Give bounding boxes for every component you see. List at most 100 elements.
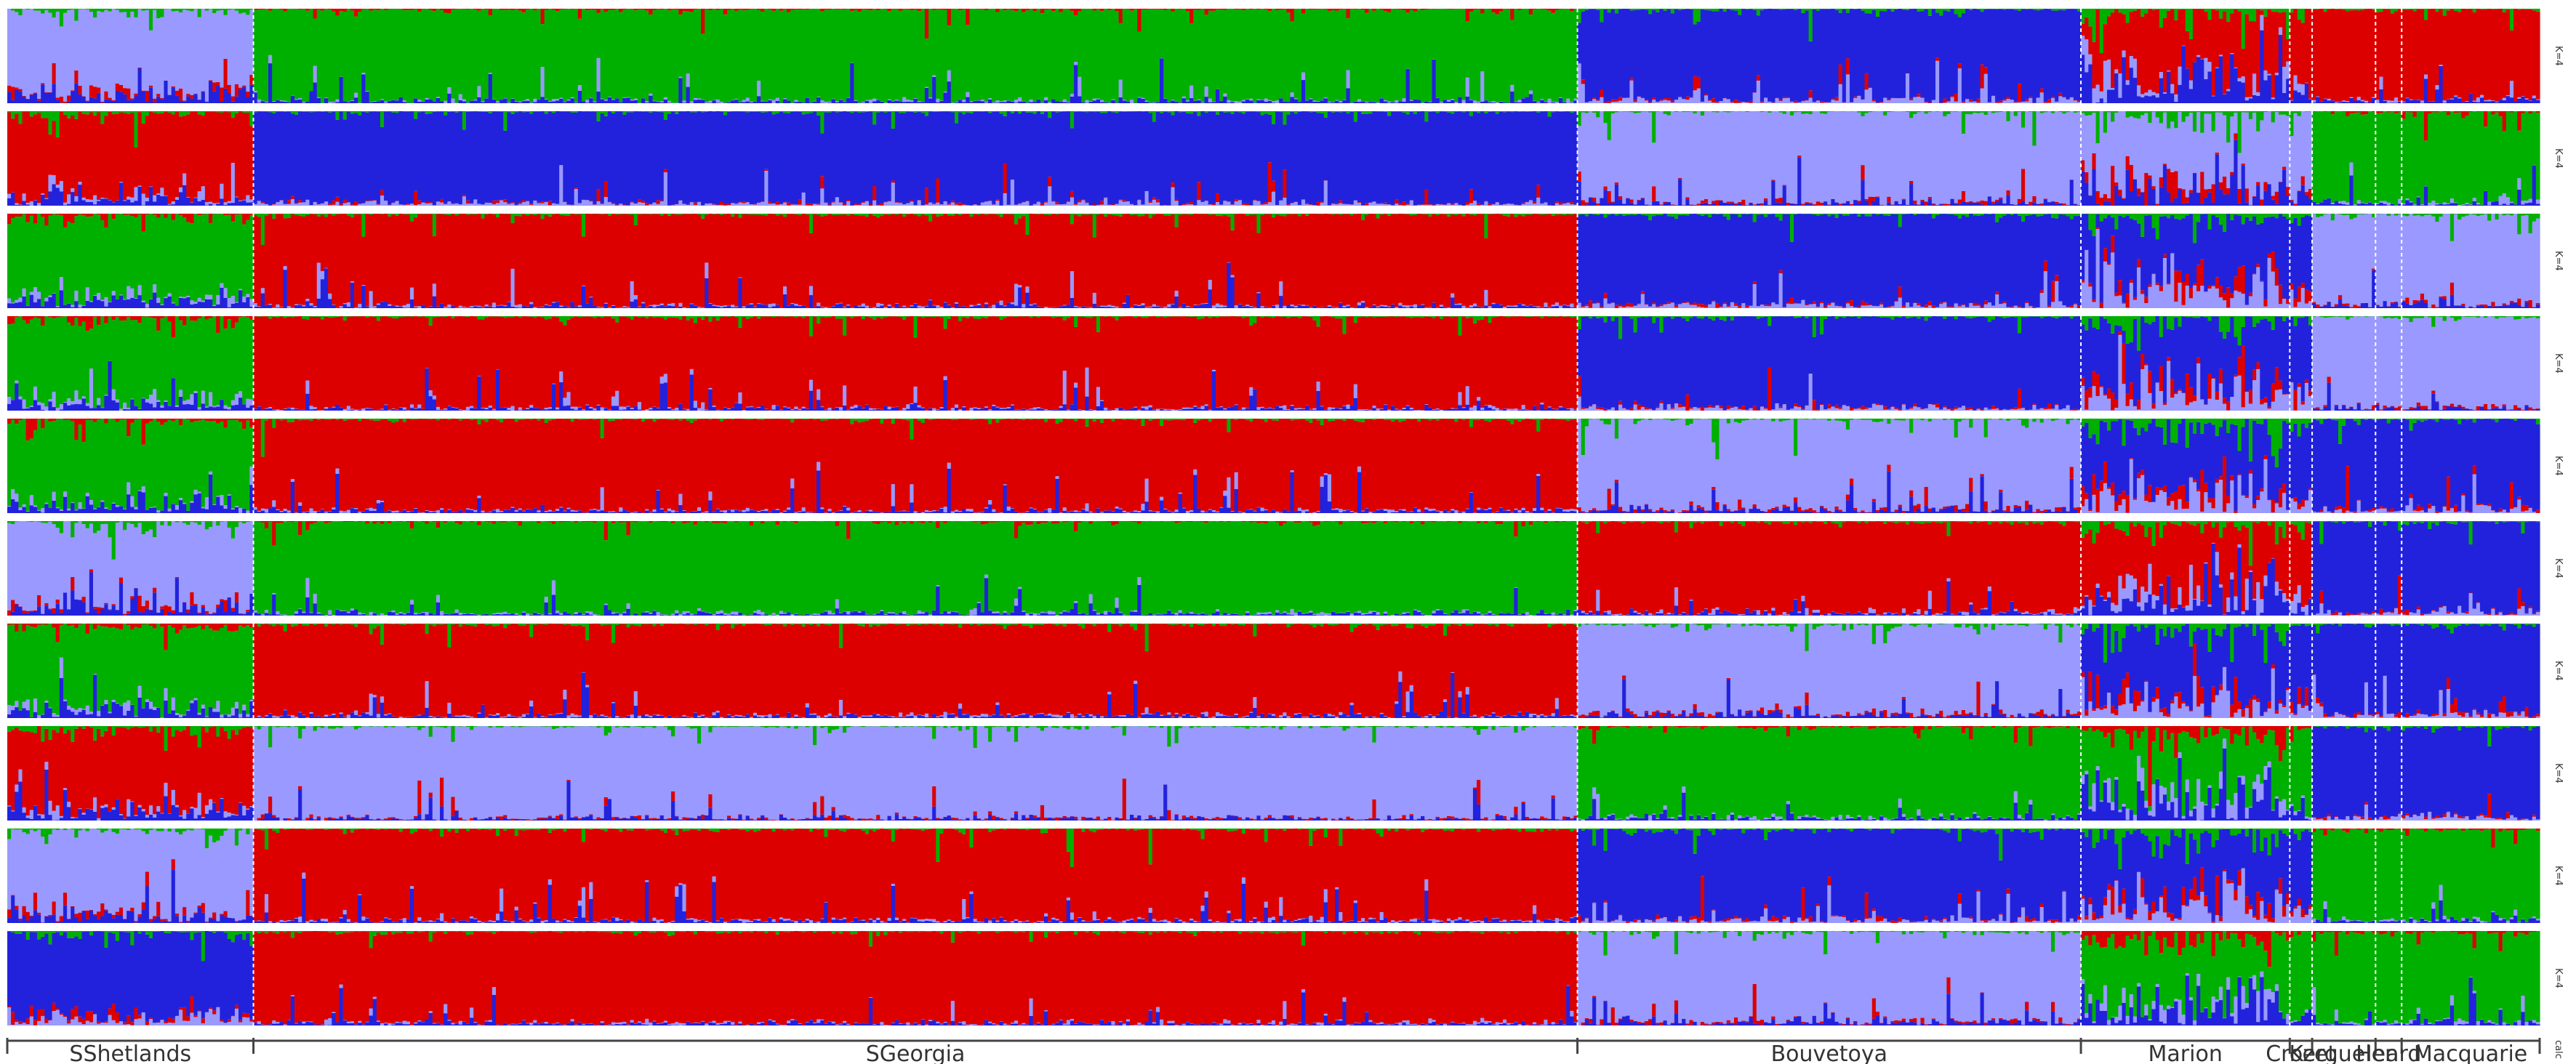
- ancestry-segment: [526, 9, 530, 100]
- ancestry-segment: [932, 111, 936, 112]
- ancestry-segment: [2092, 88, 2097, 103]
- ancestry-segment: [462, 101, 467, 103]
- ancestry-segment: [2029, 9, 2033, 97]
- ancestry-segment: [2237, 78, 2242, 81]
- ancestry-segment: [2159, 72, 2164, 78]
- ancestry-segment: [59, 26, 64, 97]
- ancestry-segment: [1152, 197, 1157, 200]
- ancestry-segment: [1357, 202, 1362, 206]
- ancestry-segment: [1339, 9, 1343, 102]
- ancestry-segment: [2528, 9, 2533, 101]
- ancestry-segment: [1171, 115, 1176, 183]
- ancestry-segment: [85, 100, 90, 102]
- ancestry-segment: [1171, 187, 1176, 206]
- ancestry-segment: [1794, 203, 1798, 206]
- ancestry-segment: [1469, 12, 1474, 100]
- ancestry-segment: [1719, 111, 1724, 201]
- ancestry-segment: [2058, 112, 2063, 203]
- ancestry-segment: [596, 201, 601, 206]
- ancestry-segment: [1961, 102, 1966, 103]
- ancestry-segment: [197, 201, 202, 206]
- ancestry-segment: [1894, 111, 1899, 201]
- ancestry-segment: [667, 113, 672, 206]
- ancestry-segment: [1018, 203, 1022, 206]
- ancestry-segment: [1293, 113, 1299, 202]
- ancestry-segment: [999, 111, 1004, 114]
- ancestry-segment: [2431, 101, 2436, 103]
- ancestry-segment: [503, 97, 507, 99]
- ancestry-segment: [1861, 99, 1866, 100]
- ancestry-segment: [1954, 9, 1959, 15]
- ancestry-segment: [1181, 98, 1187, 103]
- ancestry-segment: [89, 201, 94, 206]
- ancestry-segment: [1708, 10, 1712, 100]
- ancestry-segment: [645, 203, 649, 206]
- ancestry-segment: [861, 9, 866, 102]
- ancestry-segment: [1976, 113, 1981, 202]
- ancestry-segment: [1204, 86, 1209, 97]
- ancestry-segment: [962, 204, 966, 206]
- ancestry-segment: [1264, 113, 1269, 203]
- ancestry-segment: [671, 204, 675, 206]
- ancestry-segment: [2032, 9, 2037, 103]
- ancestry-segment: [1271, 111, 1276, 124]
- ancestry-segment: [2252, 9, 2257, 22]
- ancestry-segment: [2282, 9, 2287, 12]
- ancestry-segment: [156, 96, 161, 103]
- ancestry-segment: [2092, 41, 2097, 89]
- ancestry-segment: [1331, 9, 1336, 102]
- ancestry-segment: [659, 112, 665, 201]
- ancestry-segment: [1189, 23, 1194, 86]
- ancestry-segment: [1626, 111, 1630, 112]
- ancestry-segment: [59, 9, 64, 27]
- ancestry-segment: [1181, 203, 1187, 205]
- ancestry-segment: [533, 201, 537, 206]
- ancestry-segment: [1055, 111, 1060, 113]
- ancestry-segment: [1096, 9, 1101, 99]
- ancestry-segment: [854, 100, 859, 103]
- ancestry-segment: [1722, 11, 1728, 98]
- ancestry-segment: [2368, 102, 2372, 103]
- ancestry-segment: [2334, 102, 2339, 103]
- ancestry-segment: [745, 202, 750, 206]
- ancestry-segment: [1267, 11, 1272, 100]
- ancestry-segment: [808, 102, 814, 103]
- ancestry-segment: [1044, 111, 1048, 202]
- ancestry-segment: [1913, 114, 1917, 201]
- ancestry-segment: [1055, 204, 1060, 206]
- ancestry-segment: [910, 201, 915, 206]
- ancestry-segment: [395, 9, 400, 101]
- ancestry-segment: [1029, 102, 1034, 103]
- ancestry-segment: [216, 112, 220, 203]
- ancestry-segment: [2162, 17, 2167, 93]
- ancestry-segment: [1379, 9, 1384, 99]
- ancestry-segment: [943, 201, 948, 206]
- ancestry-segment: [2106, 201, 2111, 206]
- ancestry-segment: [697, 100, 702, 103]
- ancestry-segment: [484, 203, 489, 206]
- ancestry-segment: [253, 203, 258, 206]
- ancestry-segment: [1879, 11, 1884, 102]
- ancestry-segment: [1510, 84, 1514, 92]
- ancestry-segment: [1331, 102, 1336, 103]
- ancestry-segment: [761, 112, 765, 201]
- ancestry-segment: [1383, 203, 1388, 206]
- ancestry-segment: [324, 9, 329, 98]
- ancestry-segment: [1025, 9, 1030, 11]
- ancestry-segment: [1693, 113, 1698, 205]
- ancestry-segment: [1756, 15, 1761, 76]
- ancestry-segment: [391, 112, 396, 203]
- ancestry-segment: [645, 102, 649, 103]
- ancestry-segment: [1927, 198, 1933, 206]
- ancestry-segment: [298, 97, 302, 100]
- ancestry-segment: [2088, 196, 2093, 206]
- ancestry-segment: [984, 201, 989, 206]
- ancestry-segment: [1312, 205, 1317, 206]
- ancestry-segment: [593, 111, 598, 205]
- ancestry-segment: [607, 9, 612, 10]
- ancestry-segment: [1570, 203, 1575, 206]
- ancestry-segment: [2372, 9, 2376, 97]
- ancestry-segment: [790, 203, 795, 205]
- ancestry-segment: [2085, 39, 2089, 73]
- ancestry-segment: [808, 111, 814, 113]
